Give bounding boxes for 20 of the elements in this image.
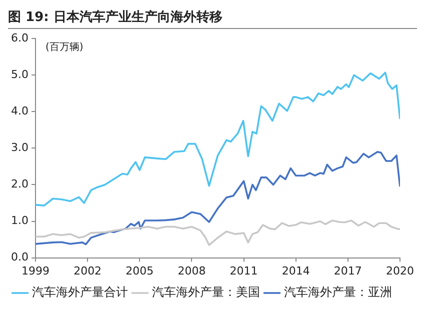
x-tick-label: 2008 — [178, 264, 206, 278]
y-tick-label: 1.0 — [10, 214, 28, 228]
x-tick-label: 1999 — [21, 264, 50, 278]
x-tick-label: 2011 — [230, 264, 258, 278]
legend-label: 汽车海外产量：亚洲 — [284, 285, 392, 300]
y-tick-label: 5.0 — [10, 68, 28, 81]
x-tick-label: 2017 — [334, 264, 362, 278]
y-tick-label: 0.0 — [10, 250, 28, 264]
x-tick-label: 2020 — [386, 264, 414, 278]
y-tick-label: 2.0 — [10, 178, 28, 191]
legend-label: 汽车海外产量：美国 — [152, 285, 260, 300]
y-tick-label: 6.0 — [10, 31, 28, 44]
y-axis-title: (百万辆) — [45, 41, 84, 54]
legend-label: 汽车海外产量合计 — [32, 285, 128, 300]
y-tick-label: 4.0 — [10, 104, 28, 118]
chart-title: 图 19: 日本汽车产业生产向海外转移 — [8, 8, 417, 29]
x-tick-label: 2005 — [126, 264, 154, 278]
y-tick-label: 3.0 — [10, 141, 28, 154]
x-tick-label: 2014 — [282, 264, 310, 278]
x-tick-label: 2002 — [74, 264, 102, 278]
